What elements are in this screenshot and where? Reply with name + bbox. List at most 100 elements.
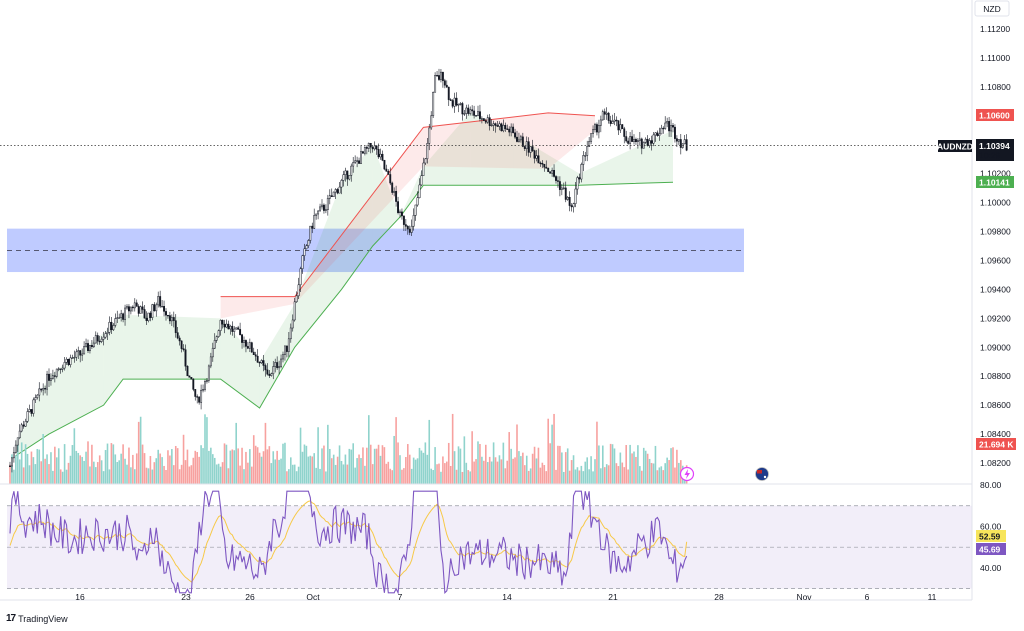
candle-body [65,358,68,363]
volume-bar [584,461,587,484]
candle-body [268,373,271,376]
candle-body [182,348,185,350]
candle-body [609,120,612,124]
candle-body [461,103,464,115]
volume-bar [502,442,505,484]
symbol-price-tag[interactable]: AUDNZD 1.10394 10:29 [937,139,1014,161]
volume-bar [141,444,144,484]
candle-body [672,125,674,128]
candle-body [334,189,337,193]
candle-body [490,124,493,127]
volume-bar [455,469,458,484]
candle-body [399,211,401,213]
volume-bar [38,449,41,484]
volume-bar [188,466,191,484]
volume-bar [547,418,549,484]
volume-bar [309,455,312,484]
candle-body [479,111,481,119]
volume-bar [463,436,466,484]
candle-body [578,177,581,180]
volume-bar [15,455,17,484]
candle-body [295,295,298,303]
candle-body [73,356,76,359]
candle-body [71,357,74,359]
volume-bar [233,450,236,484]
candle-body [258,361,261,364]
volume-bar [418,447,421,484]
candle-body [38,388,41,396]
volume-bar [496,461,499,484]
candle-body [147,312,150,321]
volume-bar [379,455,382,484]
volume-bar [664,463,666,484]
rsi-ma-line [9,500,688,583]
resistance-fill [294,127,424,304]
volume-bar [422,452,425,484]
candle-body [313,215,316,229]
candle-body [510,126,513,133]
volume-bar [317,427,319,484]
candle-body [588,141,591,147]
volume-bar [524,465,526,484]
candle-body [623,128,626,137]
candle-body [486,117,489,123]
volume-bar [280,458,282,484]
volume-bar [625,445,627,484]
candle-body [32,399,35,414]
candle-body [635,139,637,143]
volume-bar [644,450,647,484]
candle-body [375,145,378,150]
volume-layer [9,413,688,484]
candle-body [467,107,470,114]
volume-bar [391,470,393,484]
candle-body [165,311,167,316]
volume-bar [529,468,532,484]
volume-bar [514,457,516,484]
candle-body [592,129,594,134]
candle-body [586,146,589,156]
volume-bar [654,445,657,484]
volume-bar [235,422,237,484]
volume-bar [48,464,50,484]
volume-bar [110,443,113,484]
tradingview-brand[interactable]: 17 TradingView [6,613,68,624]
candle-body [315,213,318,216]
volume-bar [134,469,136,484]
candle-body [137,306,140,314]
volume-bar [426,454,429,484]
volume-bar [42,433,44,484]
candle-body [677,139,680,142]
lightning-event-icon[interactable] [679,466,695,482]
candle-body [401,211,403,217]
volume-bar [120,453,122,484]
volume-bar [124,458,126,484]
volume-bar [239,465,241,484]
candle-body [527,141,530,153]
support-fill [103,314,124,406]
candle-body [453,97,456,107]
volume-bar [672,447,674,484]
volume-bar [329,448,331,484]
candle-body [284,345,286,355]
support-fill [400,166,424,218]
volume-bar [221,462,224,484]
support-tag-value: 1.10141 [979,178,1010,188]
currency-button[interactable] [974,0,1010,17]
volume-bar [658,467,661,484]
candle-body [395,190,398,202]
candle-body [504,124,507,130]
volume-bar [642,447,645,484]
volume-bar [506,460,509,484]
candle-body [22,424,25,427]
candle-body [219,319,222,331]
candle-body [211,347,214,358]
volume-bar [299,427,302,484]
candle-body [209,356,212,367]
candle-body [584,155,587,157]
candle-body [539,162,542,165]
candle-body [67,358,70,366]
candle-body [650,140,653,144]
flag-event-icon[interactable] [755,467,769,481]
candle-body [674,126,676,139]
